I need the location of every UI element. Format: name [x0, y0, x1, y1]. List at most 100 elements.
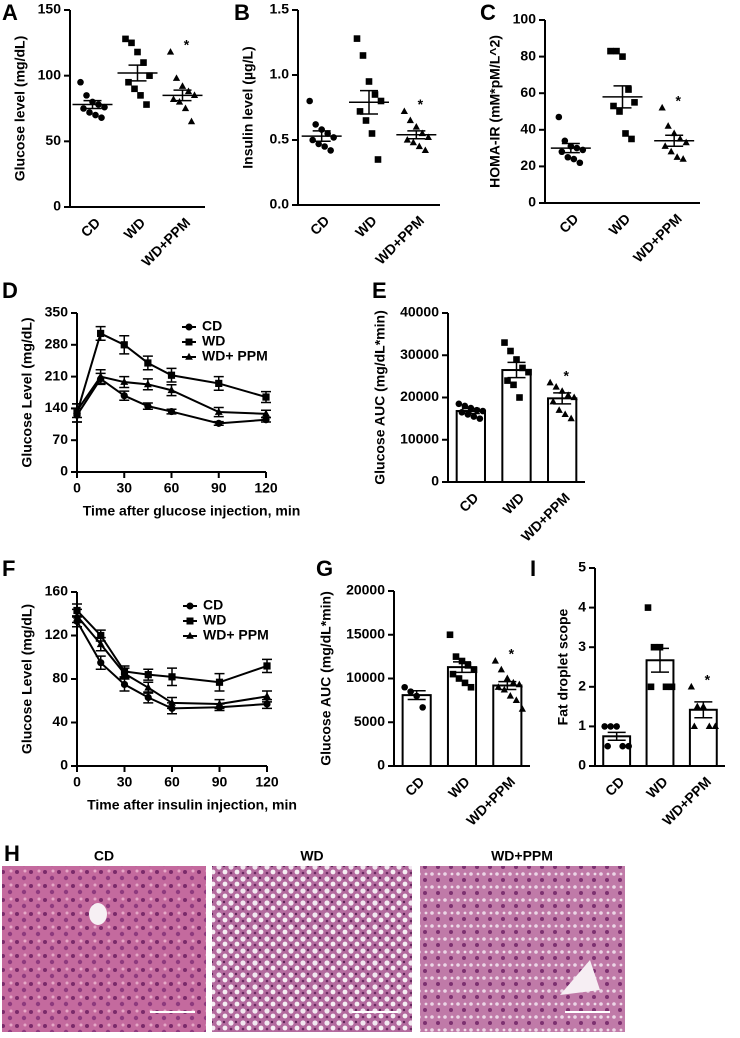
point	[458, 657, 466, 665]
point	[175, 97, 184, 105]
vessel	[89, 903, 107, 925]
point	[412, 123, 420, 130]
point	[610, 102, 617, 110]
vessel	[560, 960, 600, 995]
point	[409, 138, 417, 146]
point	[424, 133, 432, 141]
y-tick-label: 280	[45, 336, 69, 352]
point	[98, 114, 105, 121]
point	[552, 382, 560, 390]
legend-label: WD+ PPM	[202, 348, 268, 364]
y-tick-label: 70	[52, 431, 68, 447]
point	[673, 153, 681, 160]
point	[144, 693, 152, 702]
legend-label: CD	[202, 318, 222, 334]
point	[166, 48, 175, 55]
y-axis-label: Glucose Level (mg/dL)	[19, 317, 35, 467]
significance-marker: *	[705, 672, 711, 688]
y-tick-label: 0	[578, 757, 586, 773]
point	[167, 385, 176, 394]
point	[168, 698, 176, 706]
y-tick-label: 40	[52, 713, 68, 729]
y-tick-label: 20	[520, 157, 536, 173]
point	[421, 146, 429, 154]
point	[97, 329, 105, 338]
point	[555, 113, 563, 121]
y-tick-label: 2	[578, 678, 586, 694]
y-axis-label: Insulin level (µg/L)	[240, 46, 256, 168]
point	[167, 407, 176, 416]
point	[561, 410, 569, 418]
point	[507, 347, 514, 355]
point	[215, 419, 223, 427]
point	[668, 683, 676, 691]
point	[661, 142, 669, 149]
point	[365, 78, 373, 85]
y-tick-label: 0	[60, 463, 68, 479]
x-tick-label: WD+PPM	[630, 210, 685, 265]
y-tick-label: 0.0	[270, 196, 290, 212]
y-tick-label: 0	[53, 198, 61, 214]
point	[96, 372, 105, 380]
x-tick-label: 90	[211, 480, 227, 496]
x-tick-label: 0	[73, 774, 81, 790]
panel-letter: H	[4, 841, 20, 866]
point	[455, 400, 463, 408]
histology-image	[212, 866, 412, 1032]
point	[89, 98, 96, 106]
point	[406, 116, 414, 124]
y-tick-label: 20000	[346, 582, 385, 598]
point	[143, 380, 152, 388]
panel-letter: C	[480, 0, 496, 25]
point	[461, 402, 469, 410]
point	[359, 52, 367, 59]
point	[506, 692, 514, 699]
point	[120, 680, 129, 689]
point	[503, 674, 511, 682]
y-tick-label: 40	[520, 121, 536, 137]
point	[687, 682, 695, 690]
point	[607, 723, 614, 730]
point	[312, 121, 319, 128]
legend-label: WD+ PPM	[203, 627, 269, 643]
y-tick-label: 100	[38, 66, 62, 82]
point	[631, 99, 638, 106]
point	[567, 414, 575, 422]
legend-marker	[185, 352, 193, 360]
point	[546, 378, 554, 386]
point	[169, 95, 178, 102]
point	[371, 91, 379, 98]
x-tick-label: CD	[307, 212, 333, 238]
x-tick-label: 90	[212, 774, 228, 790]
point	[699, 702, 707, 710]
point	[309, 136, 316, 144]
point	[128, 39, 135, 47]
point	[137, 92, 144, 99]
point	[327, 147, 334, 154]
point	[178, 82, 187, 89]
y-tick-label: 120	[45, 626, 69, 642]
point	[458, 408, 466, 416]
point	[83, 92, 90, 99]
point	[711, 722, 719, 730]
image-caption: WD	[300, 848, 323, 864]
y-tick-label: 60	[520, 84, 536, 100]
panel-letter: B	[234, 0, 250, 25]
point	[619, 53, 626, 60]
x-axis-label: Time after insulin injection, min	[87, 797, 297, 813]
x-tick-label: CD	[402, 773, 428, 799]
point	[461, 679, 469, 687]
x-tick-label: CD	[602, 773, 628, 799]
point	[510, 381, 517, 389]
point	[101, 103, 108, 111]
y-axis-label: Glucose AUC (mg/dL*min)	[372, 310, 388, 485]
point	[184, 87, 193, 95]
point	[452, 653, 460, 660]
point	[656, 643, 664, 651]
point	[579, 146, 587, 154]
panel-letter: D	[2, 278, 18, 303]
y-axis-label: Glucose level (mg/dL)	[12, 36, 28, 181]
significance-marker: *	[418, 96, 424, 112]
point	[262, 409, 270, 417]
